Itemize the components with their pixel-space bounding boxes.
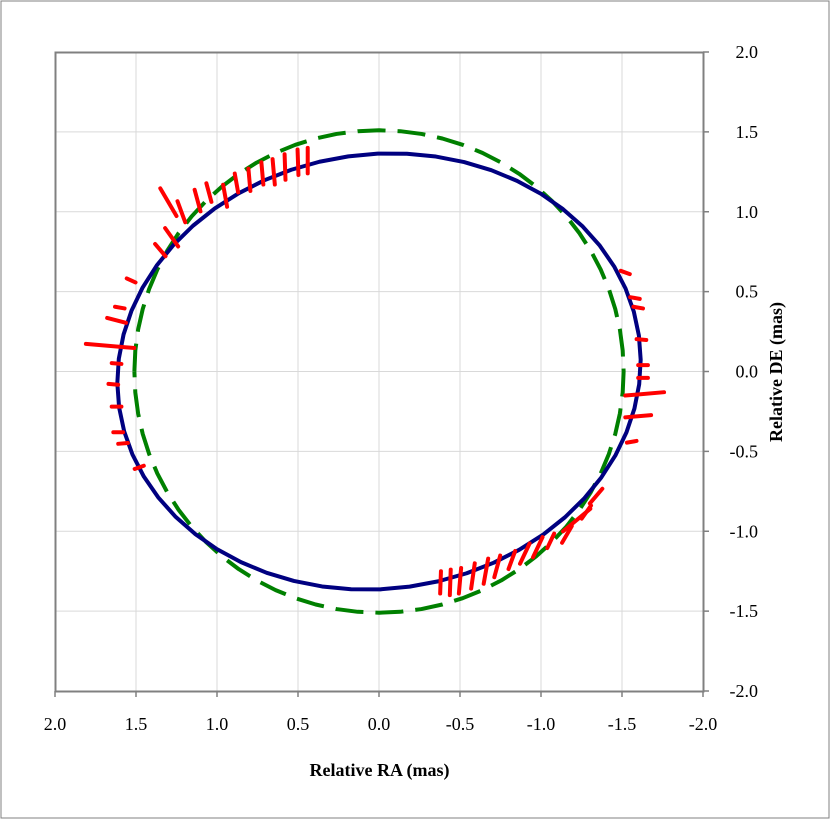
y-axis-title: Relative DE (mas)	[766, 302, 787, 442]
measurement-segment	[163, 226, 181, 249]
tick-marks	[54, 51, 709, 697]
measurement-segment	[83, 341, 137, 351]
measurement-segment	[124, 276, 138, 285]
measurement-segment	[456, 566, 464, 596]
measurement-segment	[506, 548, 518, 572]
measurement-segment	[623, 390, 667, 398]
measurement-segment	[116, 440, 130, 446]
measurement-segment	[618, 268, 632, 277]
measurement-segment	[624, 438, 639, 445]
y-tick-label: -2.0	[730, 681, 759, 701]
measurement-segment	[560, 524, 574, 545]
alt-orbit-dashed	[132, 128, 626, 615]
measurement-segment	[587, 486, 605, 506]
measurement-segment	[530, 535, 545, 560]
y-tick-label: 1.5	[736, 122, 759, 142]
measurement-segment	[232, 171, 241, 195]
measurement-segment	[259, 160, 266, 187]
y-tick-label: -1.5	[730, 601, 759, 621]
y-tick-label: 1.0	[736, 202, 759, 222]
measurement-segment	[628, 295, 642, 301]
x-tick-label: -2.0	[689, 714, 718, 734]
measurement-segment	[105, 315, 128, 325]
measurement-segment	[560, 506, 593, 534]
measurement-segment	[153, 241, 168, 259]
measurement-segment	[221, 182, 230, 209]
model-orbit-solid	[115, 151, 643, 592]
measurement-segment	[518, 541, 532, 566]
series-layer	[83, 128, 667, 615]
measurement-segment	[106, 381, 121, 387]
measurement-segment	[634, 337, 649, 342]
y-tick-label: -0.5	[730, 441, 759, 461]
measurement-segment	[158, 186, 179, 218]
measurement-segment	[623, 413, 654, 420]
measurement-segment	[192, 187, 203, 214]
measurement-segment	[175, 199, 188, 225]
measurement-segment	[631, 304, 645, 311]
x-tick-label: 2.0	[44, 714, 67, 734]
measurement-segment	[246, 166, 253, 193]
y-tick-label: 0.5	[736, 282, 759, 302]
measurement-segment	[109, 361, 124, 366]
measurement-segment	[132, 463, 146, 471]
measurement-segment	[545, 531, 557, 551]
measurement-segment	[438, 569, 443, 596]
y-tick-label: 0.0	[736, 362, 759, 382]
x-tick-label: -1.5	[608, 714, 637, 734]
measurement-segment	[282, 152, 288, 182]
measurement-segment	[113, 304, 127, 311]
measurement-segment	[270, 157, 277, 187]
measurement-segment	[295, 147, 301, 177]
measurement-segment	[447, 567, 453, 598]
x-tick-label: 0.0	[368, 714, 391, 734]
y-tick-label: 2.0	[736, 42, 759, 62]
measurement-segment	[492, 553, 503, 580]
x-tick-label: 1.0	[206, 714, 229, 734]
measurement-segment	[481, 556, 491, 586]
measurement-segment	[469, 561, 477, 591]
x-tick-label: 0.5	[287, 714, 310, 734]
x-tick-label: 1.5	[125, 714, 148, 734]
tick-labels: 2.0 1.5 1.0 0.5 0.0 -0.5 -1.0 -1.5 -2.0 2.0 1.5 1.0…	[44, 42, 758, 734]
x-axis-title: Relative RA (mas)	[310, 760, 450, 781]
y-tick-label: -1.0	[730, 521, 759, 541]
measurement-segment	[204, 181, 214, 204]
x-tick-label: -1.0	[527, 714, 556, 734]
x-tick-label: -0.5	[446, 714, 475, 734]
